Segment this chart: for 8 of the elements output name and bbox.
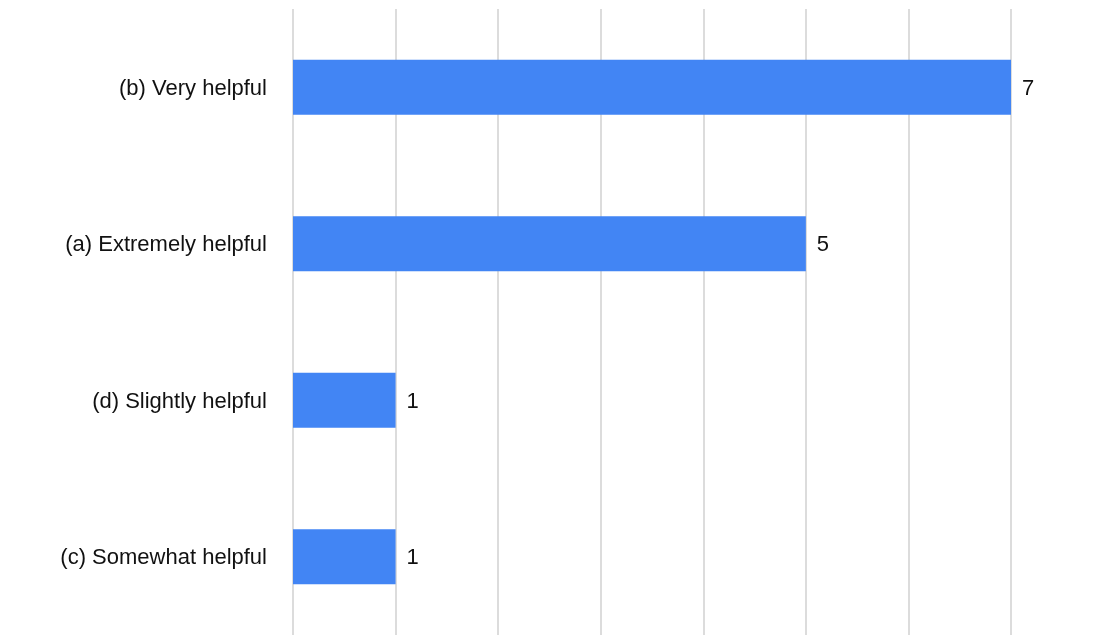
- data-label: 1: [406, 387, 419, 413]
- data-label: 7: [1022, 74, 1035, 100]
- y-tick-label: (c) Somewhat helpful: [60, 544, 267, 570]
- y-tick-label: (b) Very helpful: [119, 74, 267, 100]
- data-label: 1: [406, 544, 419, 570]
- y-tick-label: (a) Extremely helpful: [65, 231, 267, 257]
- data-label: 5: [816, 231, 830, 257]
- y-tick-label: (d) Slightly helpful: [92, 387, 267, 413]
